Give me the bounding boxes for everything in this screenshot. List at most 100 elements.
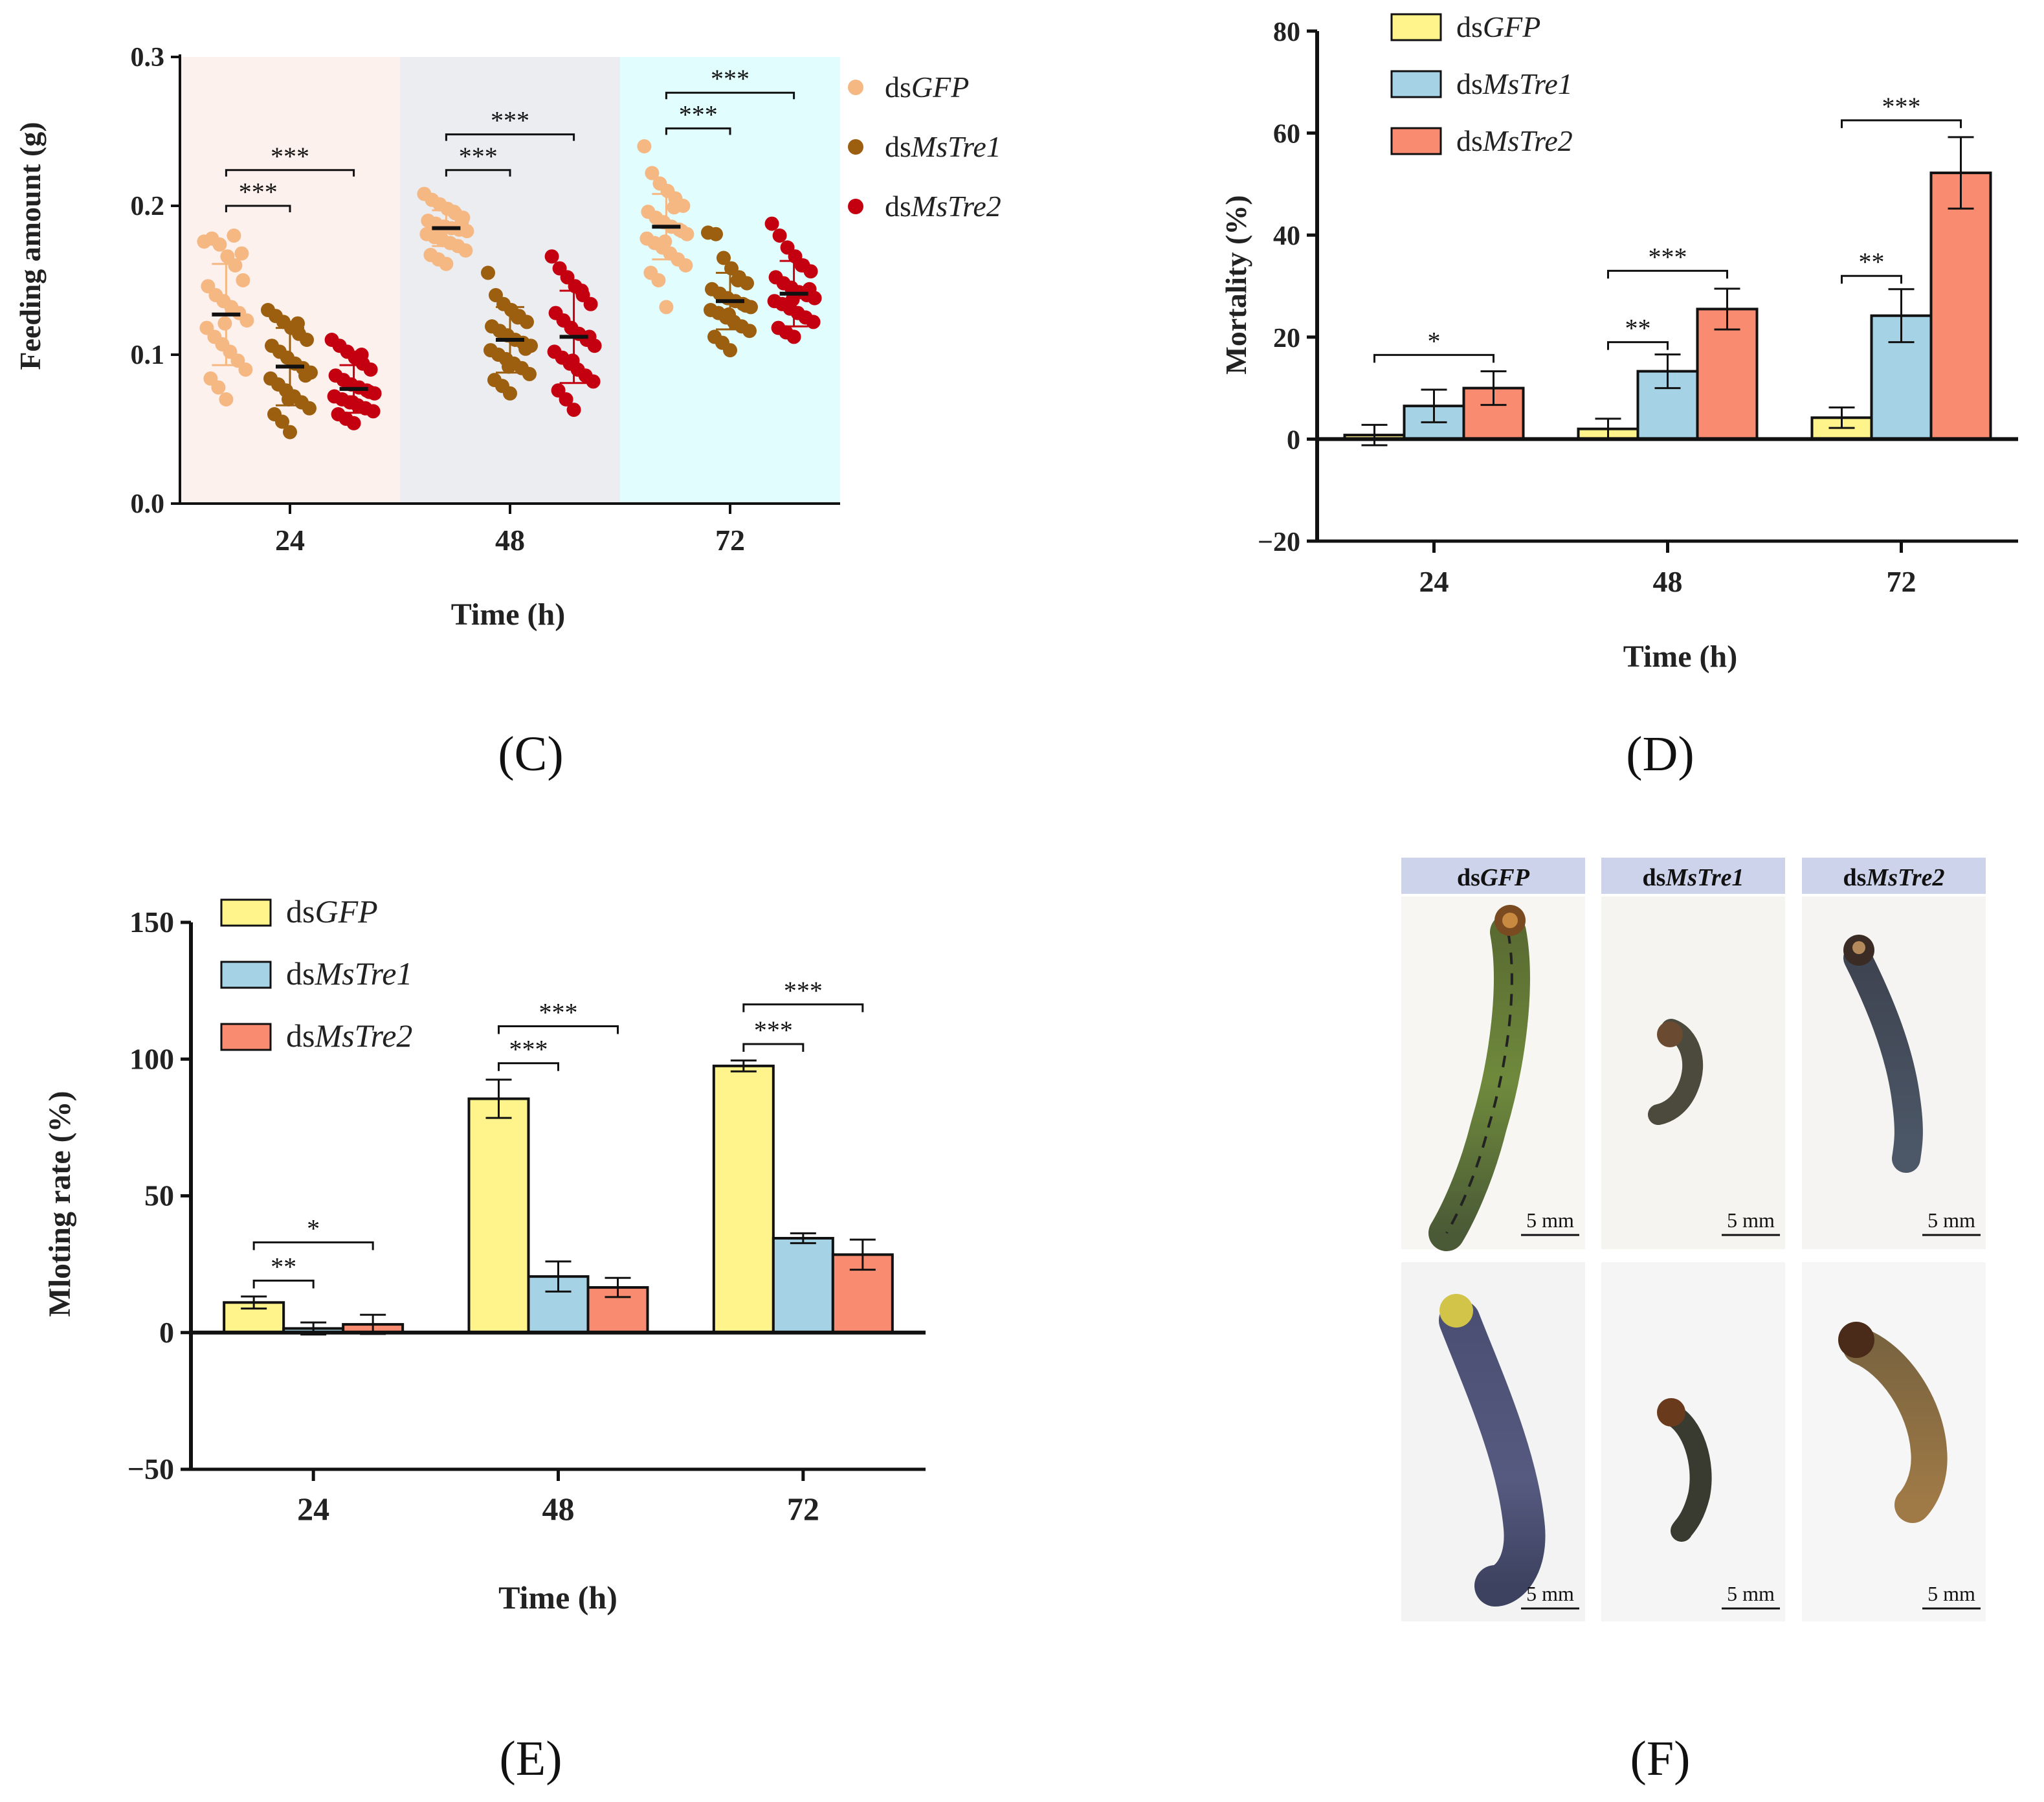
y-tick-label: 80: [1273, 17, 1300, 47]
data-point: [502, 359, 516, 374]
scale-bar-label: 5 mm: [1526, 1582, 1574, 1605]
data-point: [742, 324, 757, 339]
y-tick-label: 0.1: [131, 340, 165, 370]
significance-label: ***: [784, 976, 823, 1005]
y-tick-label: 60: [1273, 120, 1300, 150]
significance-bracket: [665, 91, 795, 100]
data-point: [503, 386, 517, 401]
data-point: [219, 392, 234, 406]
significance-bracket: [665, 127, 731, 135]
image-header-mstre2: [1802, 858, 1986, 894]
significance-bracket: [225, 169, 355, 177]
data-point: [559, 392, 573, 406]
data-point: [565, 353, 580, 368]
larva-gfp-bottom: [1439, 1294, 1546, 1607]
legend-entry-mstre1-marker: [220, 961, 272, 989]
data-point: [366, 404, 381, 419]
scale-bar-label: 5 mm: [1927, 1208, 1975, 1232]
data-point: [731, 273, 745, 287]
data-point: [764, 216, 779, 231]
x-tick-label: 24: [275, 524, 305, 557]
x-tick-label: 24: [1419, 565, 1449, 598]
significance-label: *: [1428, 326, 1441, 355]
panel-c-ylabel: Feeding amount (g): [14, 122, 47, 370]
y-tick-label: 150: [129, 906, 174, 939]
significance-bracket: [1841, 119, 1962, 128]
data-point: [637, 139, 652, 153]
legend-entry-gfp-label: dsGFP: [1456, 10, 1540, 43]
panel-f-larvae-photos: dsGFP dsMsTre1 dsMsTre2: [1401, 858, 1986, 1786]
significance-label: ***: [539, 998, 578, 1027]
legend-entry-mstre2-label: dsMsTre2: [1456, 124, 1573, 157]
y-tick-label: −50: [128, 1452, 174, 1485]
significance-label: **: [1625, 314, 1651, 343]
legend-entry-gfp-label: dsGFP: [885, 71, 969, 104]
data-point: [346, 416, 361, 430]
x-tick-label: 72: [715, 524, 745, 557]
data-point: [283, 425, 297, 439]
panel-e-label: (E): [499, 1731, 562, 1786]
data-point: [586, 374, 601, 389]
data-point: [678, 258, 693, 273]
data-point: [227, 228, 241, 243]
data-point: [544, 249, 559, 264]
legend-entry-mstre2-label: dsMsTre2: [885, 190, 1001, 223]
legend-entry-gfp-marker: [1390, 13, 1442, 41]
legend-entry-mstre1-label: dsMsTre1: [1456, 67, 1573, 100]
bar-mstre1-72: [772, 1236, 834, 1334]
data-point: [582, 329, 597, 344]
legend-entry-mstre1-marker: [1390, 70, 1442, 98]
larva-gfp-top: [1428, 905, 1530, 1251]
y-tick-label: 0.3: [131, 43, 165, 72]
data-point: [511, 310, 525, 325]
data-point: [659, 300, 674, 315]
data-point: [786, 329, 801, 344]
legend-entry-mstre2-label: dsMsTre2: [286, 1018, 412, 1054]
data-point: [583, 296, 598, 311]
bar-gfp-72: [712, 1064, 775, 1334]
data-point: [211, 380, 226, 395]
y-tick-label: 100: [129, 1042, 174, 1075]
x-tick-label: 48: [1653, 565, 1683, 598]
data-point: [651, 273, 666, 287]
significance-label: ***: [509, 1035, 548, 1064]
scale-bar-label: 5 mm: [1526, 1208, 1574, 1232]
data-point: [275, 414, 289, 429]
panel-c-feeding-amount: *** *** *** *** *** *** 0.0 0.1 0.2 0.3 24 48 72 dsG…: [14, 43, 1001, 781]
panel-e-xlabel: Time (h): [498, 1579, 617, 1616]
y-tick-label: 0: [1287, 425, 1300, 455]
panel-d-ylabel: Mortality (%): [1219, 195, 1252, 374]
significance-label: *: [307, 1214, 320, 1243]
data-point: [354, 348, 369, 362]
panel-d-label: (D): [1626, 727, 1694, 781]
data-point: [709, 227, 723, 241]
data-point: [228, 258, 243, 273]
y-tick-label: −20: [1258, 528, 1300, 557]
legend-entry-mstre1-label: dsMsTre1: [885, 130, 1001, 163]
panel-d-xlabel: Time (h): [1623, 640, 1737, 674]
scale-bar-label: 5 mm: [1927, 1582, 1975, 1605]
data-point: [298, 368, 313, 383]
y-tick-label: 0.2: [131, 192, 165, 221]
significance-label: ***: [1882, 92, 1921, 121]
significance-label: **: [1859, 247, 1885, 276]
legend-entry-mstre1-label: dsMsTre1: [286, 955, 412, 992]
significance-bracket: [498, 1062, 559, 1071]
data-point: [447, 205, 461, 219]
data-point: [212, 237, 227, 252]
legend-entry-mstre2-marker: [1390, 127, 1442, 155]
data-point: [302, 401, 317, 416]
significance-label: ***: [271, 142, 309, 171]
significance-label: ***: [679, 100, 718, 129]
data-point: [785, 292, 800, 307]
significance-bracket: [1607, 341, 1669, 350]
image-header-mstre1: [1601, 858, 1785, 894]
data-point: [522, 366, 537, 381]
data-point: [454, 215, 469, 230]
significance-bracket: [445, 133, 575, 141]
significance-bracket: [1841, 274, 1902, 284]
data-point: [566, 403, 581, 417]
data-point: [439, 256, 454, 271]
